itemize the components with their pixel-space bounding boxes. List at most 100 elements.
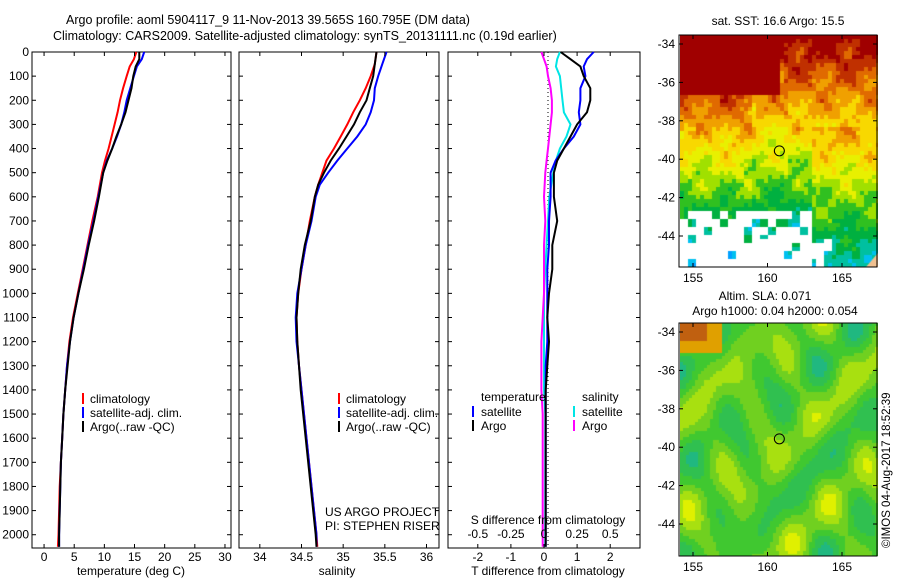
- sst-map-lon-label: 160: [757, 271, 777, 285]
- t-diff-tick-label: 2: [607, 550, 614, 564]
- title-line-2: Climatology: CARS2009. Satellite-adjuste…: [53, 29, 557, 43]
- legend-swatch: [82, 407, 84, 418]
- depth-tick-label: 600: [9, 190, 29, 204]
- sla-map-lat-label: -42: [658, 479, 676, 493]
- t-diff-tick-label: -1: [506, 550, 517, 564]
- s-diff-tick-label: 0: [541, 527, 548, 541]
- sla-map-lon-label: 155: [683, 560, 703, 574]
- s-diff-tick-label: 0.25: [565, 527, 589, 541]
- sst-map-lon-label: 155: [683, 271, 703, 285]
- plot-frame-0: [31, 51, 232, 549]
- depth-tick-label: 1600: [2, 431, 29, 445]
- depth-tick-label: 1500: [2, 407, 29, 421]
- legend-swatch: [573, 406, 575, 417]
- legend-label: satellite-adj. clim.: [90, 406, 182, 420]
- depth-tick-label: 1100: [3, 310, 29, 324]
- temperature-tick-label: 30: [218, 550, 232, 564]
- legend-swatch: [338, 393, 340, 404]
- depth-tick-label: 200: [9, 93, 29, 107]
- temperature-tick-label: 0: [41, 550, 48, 564]
- sla-map: [680, 323, 878, 556]
- legend-swatch: [472, 420, 474, 431]
- depth-tick-label: 900: [9, 262, 29, 276]
- temperature-tick-label: 10: [98, 550, 112, 564]
- depth-tick-label: 2000: [2, 528, 29, 542]
- sla-map-title-1: Altim. SLA: 0.071: [719, 289, 812, 303]
- sla-map-lon-label: 160: [757, 560, 777, 574]
- legend-label: climatology: [346, 392, 406, 406]
- sst-map-lat-label: -36: [658, 75, 676, 89]
- legend-swatch: [573, 420, 575, 431]
- depth-tick-label: 1000: [2, 286, 29, 300]
- series-line-s-argo: [540, 51, 553, 547]
- legend-label: Argo(..raw -QC): [90, 420, 175, 434]
- series-line-argo-raw-qc-: [58, 52, 141, 547]
- legend-swatch: [82, 421, 84, 432]
- sst-map-lat-label: -34: [658, 37, 676, 51]
- s-diff-axis-label: S difference from climatology: [471, 513, 626, 527]
- depth-tick-label: 0: [22, 45, 29, 59]
- legend-title-salinity: salinity: [582, 390, 619, 404]
- legend-label: Argo(..raw -QC): [346, 420, 431, 434]
- sla-map-title-2: Argo h1000: 0.04 h2000: 0.054: [692, 304, 858, 318]
- salinity-tick-label: 34.5: [290, 550, 314, 564]
- sla-map-lat-label: -44: [658, 517, 676, 531]
- legend-label: satellite-adj. clim.: [346, 406, 438, 420]
- t-diff-tick-label: -2: [472, 550, 483, 564]
- sst-map-lat-label: -44: [658, 229, 676, 243]
- legend-label: satellite: [582, 405, 623, 419]
- legend-label: climatology: [90, 392, 150, 406]
- t-diff-tick-label: 0: [541, 550, 548, 564]
- title-line-1: Argo profile: aoml 5904117_9 11-Nov-2013…: [66, 13, 470, 27]
- depth-tick-label: 1700: [2, 455, 29, 469]
- sla-map-lat-label: -36: [658, 363, 676, 377]
- depth-tick-label: 100: [9, 69, 29, 83]
- sla-map-lat-label: -34: [658, 325, 676, 339]
- sst-map-lon-label: 165: [832, 271, 852, 285]
- salinity-tick-label: 36: [420, 550, 434, 564]
- sst-map-lat-label: -38: [658, 114, 676, 128]
- sst-map-lat-label: -42: [658, 191, 676, 205]
- depth-tick-label: 1900: [2, 504, 29, 518]
- series-line-t-argo: [544, 51, 592, 547]
- sla-map-lon-label: 165: [832, 560, 852, 574]
- depth-tick-label: 1400: [2, 383, 29, 397]
- t-diff-tick-label: 1: [574, 550, 581, 564]
- temperature-tick-label: 20: [158, 550, 172, 564]
- depth-tick-label: 300: [9, 117, 29, 131]
- sst-map-lat-label: -40: [658, 152, 676, 166]
- depth-tick-label: 700: [9, 214, 29, 228]
- legend-label: satellite: [481, 405, 522, 419]
- sst-map-argo-position-marker: [773, 145, 785, 157]
- legend-title-temperature: temperature: [481, 390, 546, 404]
- temperature-tick-label: 15: [128, 550, 142, 564]
- salinity-tick-label: 34: [253, 550, 267, 564]
- s-diff-tick-label: 0.5: [602, 527, 619, 541]
- imos-stamp: ©IMOS 04-Aug-2017 18:52:39: [881, 392, 893, 548]
- legend-swatch: [338, 421, 340, 432]
- plot-frame-1: [238, 51, 440, 549]
- legend-swatch: [82, 393, 84, 404]
- sla-map-frame: [678, 322, 878, 557]
- temperature-axis-label: temperature (deg C): [77, 564, 185, 578]
- legend-label: Argo: [481, 419, 507, 433]
- pi-label: PI: STEPHEN RISER: [325, 519, 440, 533]
- sla-map-argo-position-marker: [773, 433, 785, 445]
- legend-swatch: [472, 406, 474, 417]
- depth-tick-label: 1800: [2, 479, 29, 493]
- sst-map: [680, 35, 878, 267]
- legend-label: Argo: [582, 419, 608, 433]
- series-line-argo-raw-qc-: [295, 51, 378, 547]
- s-diff-tick-label: -0.5: [467, 527, 488, 541]
- salinity-axis-label: salinity: [319, 564, 356, 578]
- depth-tick-label: 400: [9, 142, 29, 156]
- depth-tick-label: 500: [9, 166, 29, 180]
- project-label: US ARGO PROJECT: [325, 505, 440, 519]
- temperature-tick-label: 5: [71, 550, 78, 564]
- depth-tick-label: 1200: [2, 335, 29, 349]
- sla-map-lat-label: -40: [658, 440, 676, 454]
- sst-map-frame: [678, 34, 878, 268]
